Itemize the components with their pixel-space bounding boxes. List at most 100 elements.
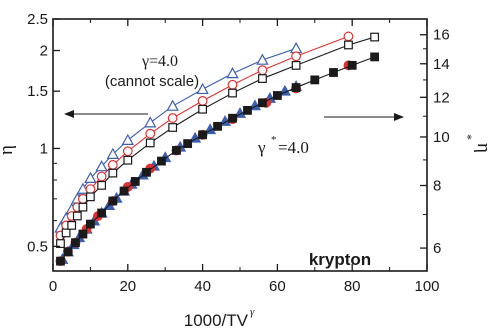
data-point xyxy=(258,98,267,108)
data-point xyxy=(78,193,88,204)
data-point xyxy=(343,31,354,42)
y-left-tick-label: 0.5 xyxy=(27,238,48,255)
data-point xyxy=(291,61,301,70)
data-point xyxy=(71,238,80,248)
data-point xyxy=(256,53,269,65)
annotation-cannot-scale: (cannot scale) xyxy=(105,73,199,90)
series-layer xyxy=(54,31,380,267)
data-point xyxy=(107,160,118,170)
x-tick-label: 20 xyxy=(119,278,136,295)
data-point xyxy=(198,130,208,140)
data-point xyxy=(123,155,133,165)
data-point xyxy=(273,91,282,100)
annotation-gamma: γ=4.0 xyxy=(141,53,178,70)
data-point xyxy=(291,83,301,92)
x-tick-label: 80 xyxy=(344,278,361,295)
x-tick-label: 100 xyxy=(414,278,439,295)
data-point xyxy=(108,168,118,178)
x-axis-title: 1000/TV xyxy=(184,311,249,330)
data-point xyxy=(95,160,108,172)
data-point xyxy=(289,41,303,54)
material-label: krypton xyxy=(309,250,371,269)
y-right-tick-label: 16 xyxy=(433,27,450,44)
data-point xyxy=(108,196,118,206)
data-point xyxy=(228,113,237,123)
data-point xyxy=(76,182,90,194)
ticks-layer xyxy=(52,18,428,271)
left-arrow xyxy=(64,110,148,118)
series-2-square-open xyxy=(56,32,380,248)
data-point xyxy=(144,116,157,128)
right-arrow xyxy=(324,113,404,121)
data-point xyxy=(329,68,338,77)
data-point xyxy=(166,99,179,111)
data-point xyxy=(130,177,140,186)
x-tick-label: 0 xyxy=(49,278,57,295)
annotation-gamma-star-value: =4.0 xyxy=(278,138,309,157)
y-left-tick-label: 2 xyxy=(40,43,48,60)
data-point xyxy=(213,121,222,131)
data-point xyxy=(122,146,133,157)
y-left-tick-label: 1 xyxy=(40,140,48,157)
data-point xyxy=(167,113,178,123)
y-left-tick-label: 2.5 xyxy=(27,11,48,28)
data-point xyxy=(310,75,320,85)
y-right-tick-label: 6 xyxy=(433,240,441,257)
data-point xyxy=(97,208,107,218)
y-axis-right-title: η xyxy=(473,143,490,153)
annotation-gamma-star-symbol: γ xyxy=(257,138,266,157)
y-left-tick-label: 1.5 xyxy=(27,83,48,100)
data-point xyxy=(78,229,88,239)
data-point xyxy=(145,138,155,148)
data-point xyxy=(121,133,135,145)
data-point xyxy=(145,128,156,139)
data-point xyxy=(85,184,96,194)
data-point xyxy=(106,147,120,159)
data-point xyxy=(226,67,239,79)
annotation-gamma-star-sup: * xyxy=(271,134,277,146)
data-point xyxy=(84,171,97,183)
data-point xyxy=(227,79,238,90)
data-point xyxy=(347,60,357,70)
data-point xyxy=(85,192,95,202)
data-point xyxy=(257,65,268,76)
series-line xyxy=(59,36,375,244)
data-point xyxy=(228,88,237,98)
data-point xyxy=(119,186,129,196)
x-axis-title-sup: γ xyxy=(250,306,255,318)
y-axis-right-title-sup: * xyxy=(461,134,475,140)
data-point xyxy=(344,40,353,50)
y-axis-left-title: η xyxy=(0,145,17,155)
y-right-tick-label: 8 xyxy=(433,178,441,195)
x-tick-label: 40 xyxy=(194,278,211,295)
series-0-triangle-open xyxy=(54,41,303,233)
data-point xyxy=(63,247,73,257)
data-point xyxy=(198,104,208,114)
data-point xyxy=(56,239,65,248)
data-point xyxy=(67,221,77,230)
data-point xyxy=(142,167,151,177)
y-right-tick-label: 12 xyxy=(433,89,450,106)
series-5-square-filled xyxy=(56,52,380,266)
data-point xyxy=(157,156,166,166)
data-point xyxy=(78,202,88,212)
data-point xyxy=(243,105,252,115)
data-point xyxy=(97,180,107,190)
data-point xyxy=(370,32,380,42)
data-point xyxy=(96,171,107,182)
data-point xyxy=(172,146,181,155)
y-right-tick-label: 10 xyxy=(433,129,450,146)
data-point xyxy=(291,51,302,62)
series-3-triangle-filled xyxy=(56,80,303,264)
data-point xyxy=(370,52,380,62)
data-point xyxy=(258,74,267,83)
x-tick-label: 60 xyxy=(269,278,286,295)
data-point xyxy=(61,228,71,238)
data-point xyxy=(168,123,178,132)
data-point xyxy=(197,96,208,106)
data-point xyxy=(56,256,65,266)
data-point xyxy=(183,139,193,148)
y-right-tick-label: 14 xyxy=(433,56,450,73)
tick-labels: 0 20 40 60 80 100 0.5 1 1.5 2 2.5 6 8 10 12 14 16 xyxy=(27,11,450,295)
